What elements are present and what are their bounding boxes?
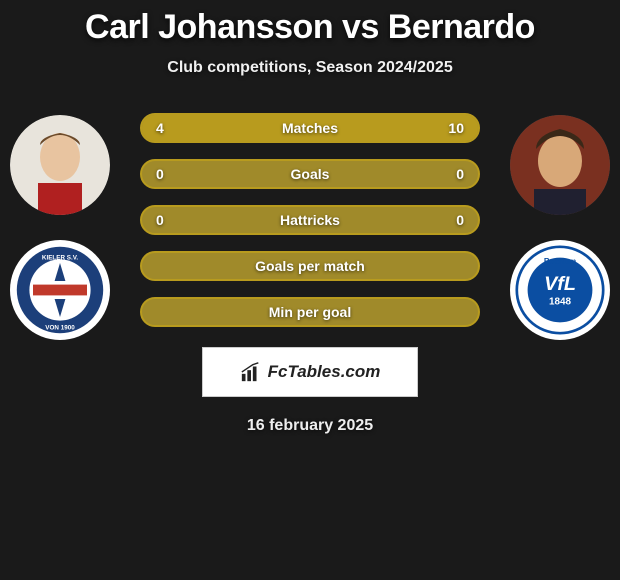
player-right-avatar [510, 115, 610, 215]
svg-text:VfL: VfL [544, 273, 576, 295]
brand-box[interactable]: FcTables.com [202, 347, 418, 397]
stat-value-left: 0 [156, 212, 164, 228]
stat-label: Hattricks [280, 212, 340, 228]
club-badge-icon: VfL 1848 Bochum [515, 245, 605, 335]
stat-label: Matches [282, 120, 338, 136]
avatar-placeholder-icon [10, 115, 110, 215]
brand-label: FcTables.com [268, 362, 381, 382]
stat-rows: 4 10 Matches 0 0 Goals 0 0 Hattricks Goals per ma… [140, 113, 480, 343]
avatar-placeholder-icon [510, 115, 610, 215]
stat-label: Goals per match [255, 258, 365, 274]
page-title: Carl Johansson vs Bernardo [0, 8, 620, 47]
comparison-card: Carl Johansson vs Bernardo Club competit… [0, 0, 620, 435]
stat-row: 4 10 Matches [140, 113, 480, 143]
svg-text:1848: 1848 [549, 296, 571, 307]
stat-label: Goals [291, 166, 330, 182]
stat-row: 0 0 Hattricks [140, 205, 480, 235]
player-left-avatar [10, 115, 110, 215]
stat-label: Min per goal [269, 304, 351, 320]
svg-text:VON 1900: VON 1900 [45, 325, 75, 332]
stat-value-left: 4 [156, 120, 164, 136]
svg-text:Bochum: Bochum [544, 257, 576, 266]
page-subtitle: Club competitions, Season 2024/2025 [0, 59, 620, 77]
stat-value-right: 0 [456, 212, 464, 228]
svg-text:KIELER S.V.: KIELER S.V. [42, 254, 78, 261]
date-label: 16 february 2025 [0, 417, 620, 435]
stat-fill-right [236, 115, 478, 141]
stat-value-left: 0 [156, 166, 164, 182]
club-right-badge: VfL 1848 Bochum [510, 240, 610, 340]
stat-value-right: 10 [448, 120, 464, 136]
club-left-badge: KIELER S.V. VON 1900 [10, 240, 110, 340]
stat-row: 0 0 Goals [140, 159, 480, 189]
club-badge-icon: KIELER S.V. VON 1900 [15, 245, 105, 335]
stat-row: Min per goal [140, 297, 480, 327]
stat-row: Goals per match [140, 251, 480, 281]
bar-chart-icon [240, 361, 262, 383]
stat-value-right: 0 [456, 166, 464, 182]
compare-area: KIELER S.V. VON 1900 VfL 1848 Bochum 4 10… [0, 105, 620, 335]
